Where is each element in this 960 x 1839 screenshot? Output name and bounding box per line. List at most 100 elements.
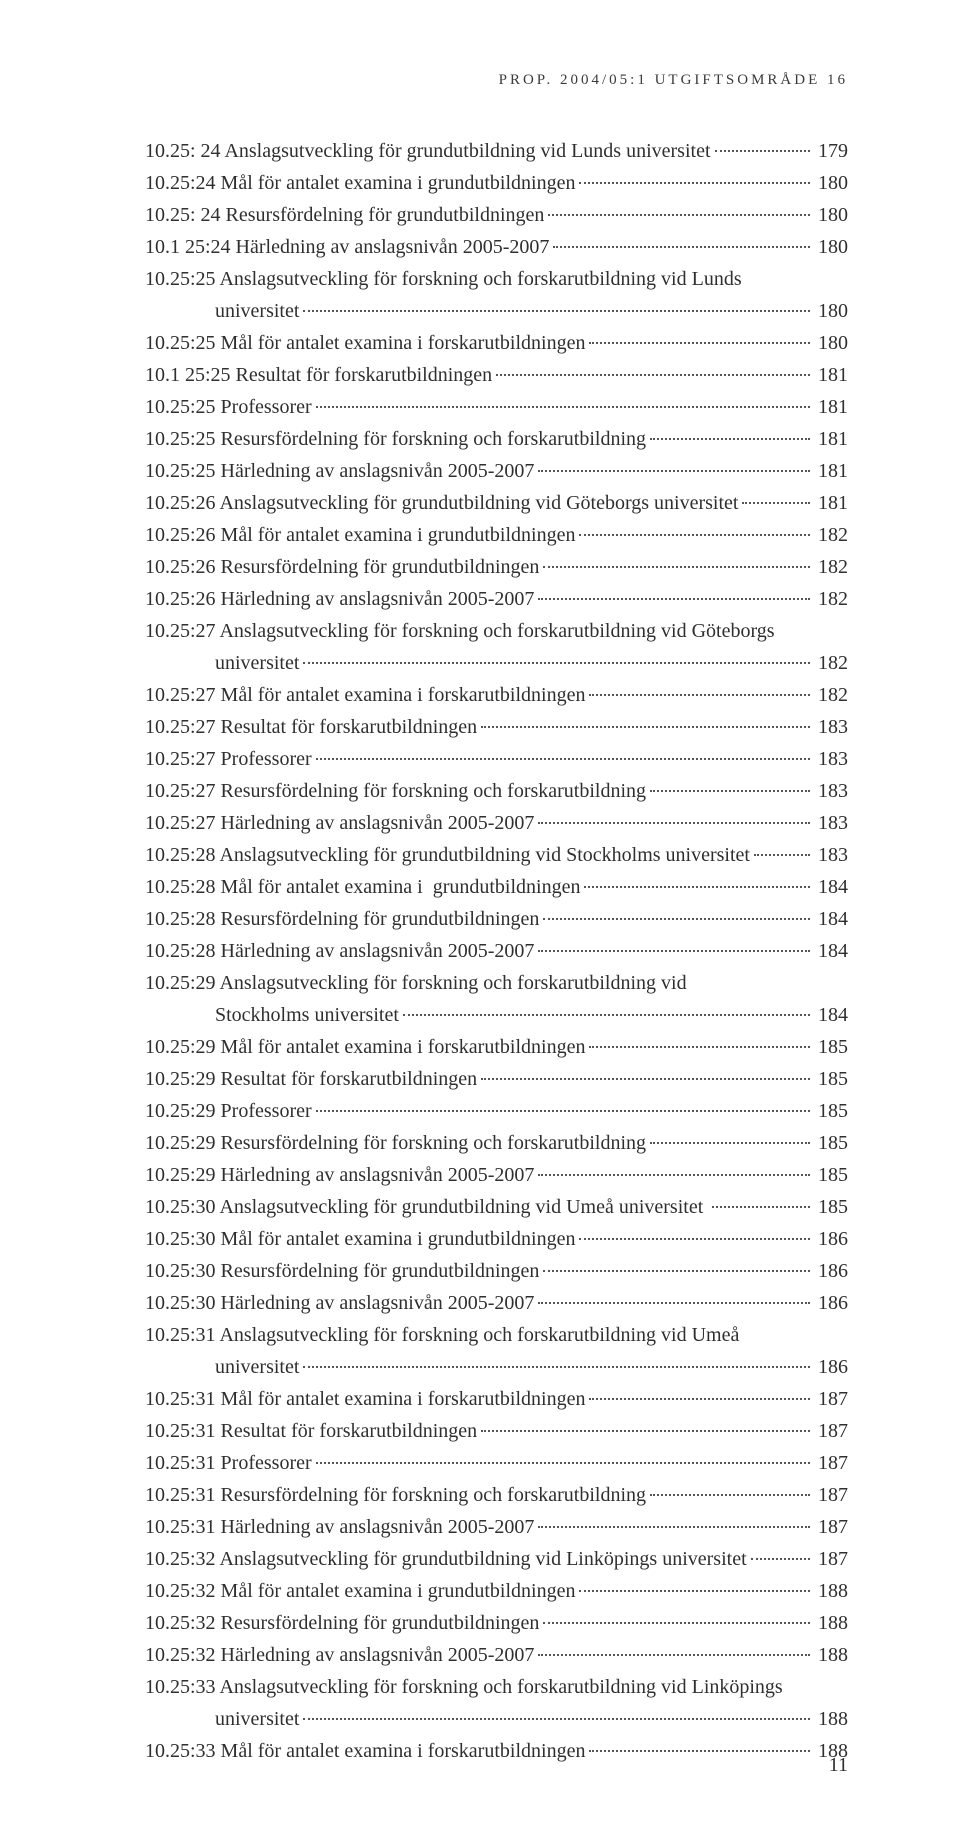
toc-entry-label: 10.25:30 Mål för antalet examina i grund… [145, 1223, 575, 1255]
toc-entry-label: 10.25:33 Anslagsutveckling för forskning… [145, 1671, 783, 1703]
toc-leader-dots [650, 1142, 810, 1144]
table-of-contents: 10.25: 24 Anslagsutveckling för grundutb… [145, 135, 848, 1767]
toc-entry-page: 185 [814, 1063, 848, 1095]
toc-entry-page: 187 [814, 1479, 848, 1511]
toc-leader-dots [481, 1430, 810, 1432]
toc-entry-label: 10.25:32 Mål för antalet examina i grund… [145, 1575, 575, 1607]
toc-leader-dots [316, 1462, 810, 1464]
toc-leader-dots [742, 502, 810, 504]
toc-entry-label: 10.25:26 Härledning av anslagsnivån 2005… [145, 583, 534, 615]
toc-entry-page: 181 [814, 359, 848, 391]
toc-entry-label: 10.25:27 Mål för antalet examina i forsk… [145, 679, 585, 711]
toc-leader-dots [481, 726, 810, 728]
toc-leader-dots [650, 790, 810, 792]
toc-entry-page: 185 [814, 1031, 848, 1063]
toc-entry-cont-label: universitet [145, 295, 299, 327]
toc-entry: 10.25:24 Mål för antalet examina i grund… [145, 167, 848, 199]
toc-entry: 10.25:29 Resursfördelning för forskning … [145, 1127, 848, 1159]
toc-entry-label: 10.25:25 Härledning av anslagsnivån 2005… [145, 455, 534, 487]
toc-entry-label: 10.25:26 Anslagsutveckling för grundutbi… [145, 487, 738, 519]
toc-entry-label: 10.25:25 Anslagsutveckling för forskning… [145, 263, 742, 295]
toc-entry-page: 186 [814, 1351, 848, 1383]
toc-entry-label: 10.25:25 Resursfördelning för forskning … [145, 423, 646, 455]
toc-leader-dots [543, 1622, 810, 1624]
toc-entry-label: 10.25:31 Resursfördelning för forskning … [145, 1479, 646, 1511]
toc-entry-page: 181 [814, 487, 848, 519]
toc-entry-page: 183 [814, 711, 848, 743]
toc-entry-label: 10.25:28 Resursfördelning för grundutbil… [145, 903, 539, 935]
toc-leader-dots [548, 214, 810, 216]
toc-entry-page: 187 [814, 1543, 848, 1575]
toc-leader-dots [579, 534, 810, 536]
toc-entry-label: 10.25:28 Anslagsutveckling för grundutbi… [145, 839, 750, 871]
toc-leader-dots [543, 918, 810, 920]
toc-entry-label: 10.25:30 Resursfördelning för grundutbil… [145, 1255, 539, 1287]
toc-leader-dots [543, 1270, 810, 1272]
toc-entry: 10.25:27 Professorer183 [145, 743, 848, 775]
toc-leader-dots [751, 1558, 810, 1560]
toc-entry: 10.25:32 Resursfördelning för grundutbil… [145, 1607, 848, 1639]
toc-entry-cont-label: universitet [145, 1703, 299, 1735]
toc-entry: 10.25:27 Anslagsutveckling för forskning… [145, 615, 848, 647]
toc-leader-dots [553, 246, 810, 248]
toc-entry: 10.25:29 Anslagsutveckling för forskning… [145, 967, 848, 999]
toc-entry-page: 183 [814, 775, 848, 807]
toc-entry-label: 10.25:27 Resursfördelning för forskning … [145, 775, 646, 807]
toc-entry: 10.25:30 Anslagsutveckling för grundutbi… [145, 1191, 848, 1223]
toc-entry-label: 10.25:29 Resultat för forskarutbildninge… [145, 1063, 477, 1095]
toc-entry-label: 10.25:31 Resultat för forskarutbildninge… [145, 1415, 477, 1447]
toc-entry-label: 10.25:29 Härledning av anslagsnivån 2005… [145, 1159, 534, 1191]
toc-entry: 10.25:28 Mål för antalet examina i grund… [145, 871, 848, 903]
toc-entry-label: 10.25:24 Mål för antalet examina i grund… [145, 167, 575, 199]
toc-entry: 10.25:30 Härledning av anslagsnivån 2005… [145, 1287, 848, 1319]
toc-entry: 10.25:25 Resursfördelning för forskning … [145, 423, 848, 455]
toc-entry: 10.25:33 Anslagsutveckling för forskning… [145, 1671, 848, 1703]
toc-entry-label: 10.1 25:25 Resultat för forskarutbildnin… [145, 359, 492, 391]
toc-leader-dots [589, 1750, 810, 1752]
toc-entry: 10.25:32 Mål för antalet examina i grund… [145, 1575, 848, 1607]
toc-entry-page: 186 [814, 1255, 848, 1287]
toc-leader-dots [579, 182, 810, 184]
toc-entry-label: 10.25:27 Härledning av anslagsnivån 2005… [145, 807, 534, 839]
toc-leader-dots [650, 438, 810, 440]
toc-leader-dots [538, 1526, 810, 1528]
toc-entry: 10.25:28 Anslagsutveckling för grundutbi… [145, 839, 848, 871]
toc-entry: 10.25:26 Resursfördelning för grundutbil… [145, 551, 848, 583]
toc-entry: 10.25:29 Härledning av anslagsnivån 2005… [145, 1159, 848, 1191]
page-number: 11 [829, 1754, 848, 1777]
toc-leader-dots [579, 1238, 810, 1240]
toc-entry-page: 180 [814, 231, 848, 263]
toc-leader-dots [303, 1366, 810, 1368]
toc-entry-page: 186 [814, 1287, 848, 1319]
toc-entry: 10.25:25 Mål för antalet examina i forsk… [145, 327, 848, 359]
toc-entry: 10.25:27 Härledning av anslagsnivån 2005… [145, 807, 848, 839]
toc-entry-page: 182 [814, 519, 848, 551]
toc-entry: 10.25:31 Anslagsutveckling för forskning… [145, 1319, 848, 1351]
toc-entry-label: 10.25:32 Härledning av anslagsnivån 2005… [145, 1639, 534, 1671]
toc-leader-dots [538, 1302, 810, 1304]
toc-entry: 10.25: 24 Anslagsutveckling för grundutb… [145, 135, 848, 167]
toc-entry: 10.25:27 Mål för antalet examina i forsk… [145, 679, 848, 711]
toc-entry-page: 181 [814, 423, 848, 455]
toc-entry-label: 10.25:27 Anslagsutveckling för forskning… [145, 615, 775, 647]
toc-entry-continuation: universitet182 [145, 647, 848, 679]
toc-leader-dots [754, 854, 810, 856]
toc-entry: 10.25:25 Professorer181 [145, 391, 848, 423]
toc-entry-label: 10.25:29 Resursfördelning för forskning … [145, 1127, 646, 1159]
toc-entry-label: 10.25: 24 Resursfördelning för grundutbi… [145, 199, 544, 231]
toc-entry: 10.25:27 Resultat för forskarutbildninge… [145, 711, 848, 743]
toc-leader-dots [584, 886, 810, 888]
toc-entry-label: 10.25:28 Härledning av anslagsnivån 2005… [145, 935, 534, 967]
toc-entry-label: 10.25:25 Professorer [145, 391, 312, 423]
toc-entry-label: 10.25:29 Professorer [145, 1095, 312, 1127]
toc-entry-cont-label: universitet [145, 1351, 299, 1383]
toc-entry-label: 10.25:27 Professorer [145, 743, 312, 775]
toc-entry: 10.25:30 Resursfördelning för grundutbil… [145, 1255, 848, 1287]
toc-entry-page: 187 [814, 1415, 848, 1447]
toc-leader-dots [496, 374, 810, 376]
toc-entry-page: 184 [814, 935, 848, 967]
toc-leader-dots [538, 470, 810, 472]
toc-leader-dots [303, 662, 810, 664]
toc-leader-dots [589, 694, 810, 696]
toc-leader-dots [316, 1110, 810, 1112]
